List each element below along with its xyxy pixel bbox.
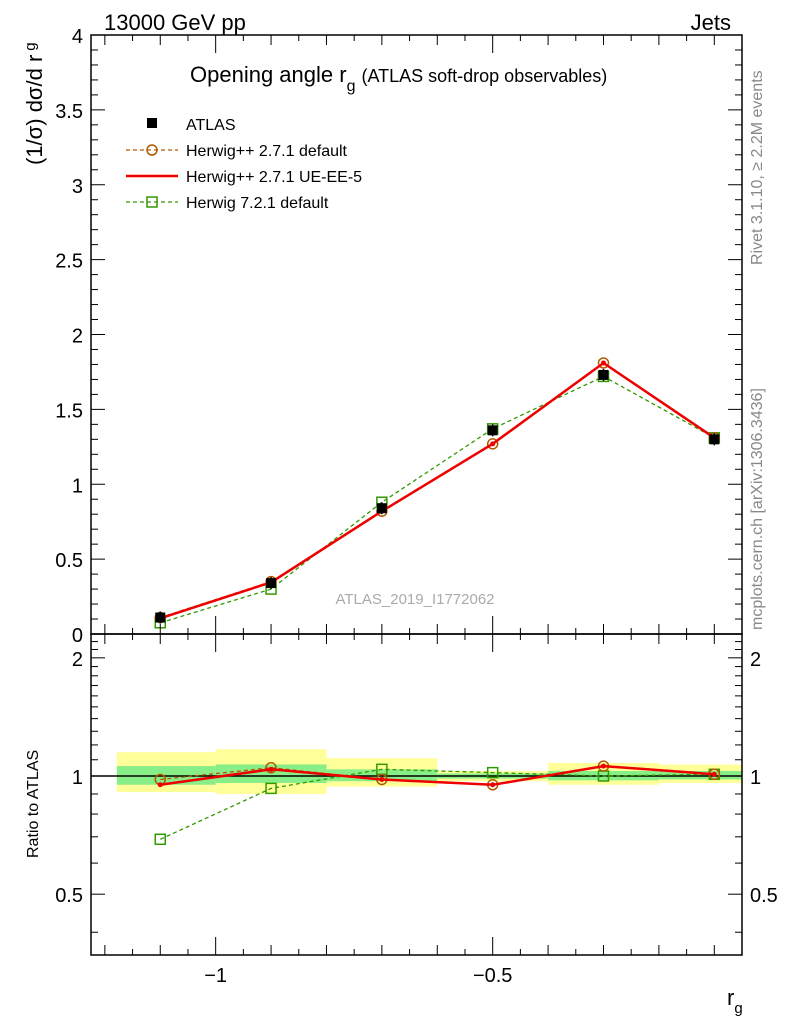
ratio-series-1-point-4 (600, 763, 606, 769)
ratio-series-2-point-1 (265, 782, 277, 795)
main-series-0-point-0 (155, 612, 166, 623)
ratio-y-tick-label-right: 1 (750, 767, 761, 789)
ratio-series-1-line (160, 764, 715, 787)
ratio-series-1-point-2 (379, 776, 385, 782)
ratio-series-1-point-5 (711, 771, 717, 777)
main-series-0-point-2 (376, 503, 387, 514)
header-energy-label: 13000 GeV pp (104, 10, 246, 35)
main-y-tick-label: 2.5 (55, 251, 83, 273)
main-y-tick-label: 4 (72, 26, 83, 48)
ratio-series-1-point-3 (490, 782, 496, 788)
mcplots-label: mcplots.cern.ch [arXiv:1306.3436] (749, 388, 766, 630)
ratio-y-tick-label-right: 2 (750, 649, 761, 671)
main-series-0-point-5 (709, 434, 720, 445)
main-series-0-point-3 (487, 425, 498, 436)
ratio-series-2-line (160, 768, 715, 840)
main-y-tick-label: 1.5 (55, 400, 83, 422)
ratio-y-tick-label-right: 0.5 (750, 885, 778, 907)
ratio-series-1-point-0 (157, 782, 163, 788)
main-series-0-point-1 (266, 578, 277, 589)
main-y-tick-label: 0.5 (55, 550, 83, 572)
legend-label-herwig-default: Herwig++ 2.7.1 default (186, 143, 348, 160)
ratio-series-2-point-3 (486, 766, 499, 779)
legend-label-herwig-ueee5: Herwig++ 2.7.1 UE-EE-5 (186, 169, 362, 186)
header-category-label: Jets (691, 10, 731, 35)
x-tick-label: −1 (204, 965, 227, 987)
main-series-1-line (160, 362, 715, 619)
main-series-2-point-3 (490, 441, 496, 447)
rivet-label: Rivet 3.1.10, ≥ 2.2M events (749, 70, 766, 265)
legend-label-herwig7: Herwig 7.2.1 default (186, 195, 329, 212)
plot-title-suffix: (ATLAS soft-drop observables) (361, 66, 607, 86)
main-series-0-point-4 (598, 369, 609, 380)
main-series-2-point-4 (600, 360, 606, 366)
ratio-panel-frame (90, 633, 743, 956)
plot-title: Opening angle rg (ATLAS soft-drop observa… (190, 62, 607, 95)
ratio-series-1-point-1 (268, 766, 274, 772)
ratio-y-axis-title: Ratio to ATLAS (25, 750, 42, 858)
ratio-y-tick-label: 1 (72, 767, 83, 789)
main-panel-series (154, 357, 721, 629)
main-y-tick-label: 1 (72, 475, 83, 497)
plot-title-sub: g (347, 78, 356, 95)
analysis-watermark: ATLAS_2019_I1772062 (335, 591, 494, 608)
x-tick-label: −0.5 (473, 965, 512, 987)
legend-label-atlas: ATLAS (186, 117, 236, 134)
main-series-1-point-4 (597, 357, 610, 369)
legend-marker-herwig-default (146, 144, 158, 156)
green-band-5 (658, 770, 742, 780)
main-y-tick-label: 3.5 (55, 101, 83, 123)
green-band-1 (215, 764, 327, 783)
ratio-y-tick-label: 0.5 (55, 885, 83, 907)
axis-ticks: 0 0.5 1 1.5 2 2.5 3 3.5 4 −1 −0.5 0.5 0.5 1 1 2 2 (55, 26, 778, 987)
main-y-tick-label: 2 (72, 326, 83, 348)
x-axis-title-sub: g (734, 1000, 742, 1017)
ratio-series-2-point-0 (154, 833, 167, 846)
ratio-series-0-point-1 (265, 761, 277, 774)
ratio-y-tick-label: 2 (72, 649, 83, 671)
ratio-uncertainty-bands (116, 749, 742, 794)
plot-title-main: Opening angle r (190, 62, 347, 87)
main-y-tick-label: 3 (72, 176, 83, 198)
x-axis-title-text: r (727, 985, 734, 1010)
legend-marker-atlas (147, 118, 157, 128)
main-y-tick-label: 0 (72, 625, 83, 647)
main-y-axis-title: (1/σ) dσ/d r g (22, 42, 47, 165)
legend-marker-herwig7 (146, 196, 158, 208)
legend: ATLAS Herwig++ 2.7.1 default Herwig++ 2.… (126, 117, 362, 212)
main-y-axis-title-text: (1/σ) dσ/d r (22, 55, 47, 165)
ratio-panel-series (154, 760, 721, 846)
main-series-1-point-3 (486, 438, 499, 450)
main-series-2-line (159, 361, 715, 620)
main-series-3-line (160, 375, 715, 624)
main-y-axis-title-sub: g (22, 42, 39, 50)
x-axis-title: rg (727, 985, 743, 1017)
